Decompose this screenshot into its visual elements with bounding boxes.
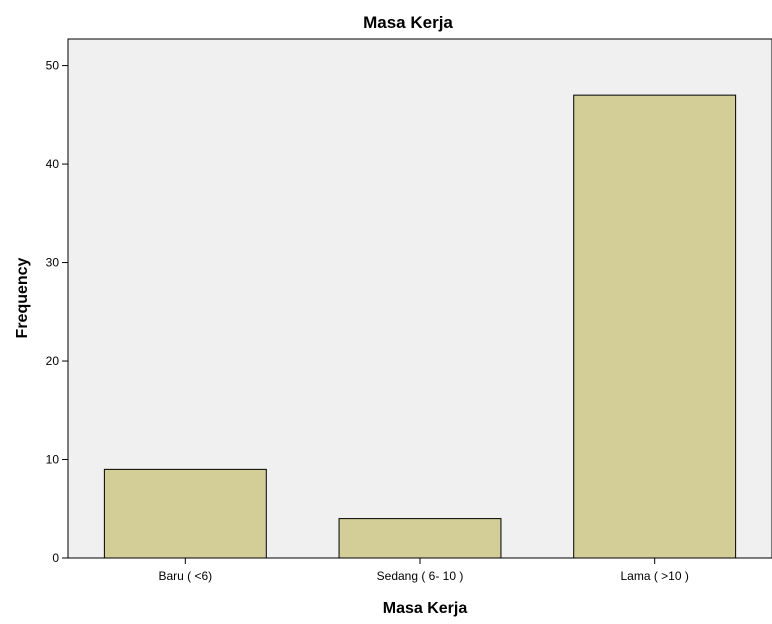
bar [103, 468, 267, 559]
bar [338, 518, 502, 559]
y-tick-label: 40 [46, 157, 60, 171]
chart-title: Masa Kerja [363, 13, 453, 32]
y-tick-label: 30 [46, 256, 60, 270]
x-tick-label: Lama ( >10 ) [620, 569, 688, 583]
x-tick-label: Baru ( <6) [158, 569, 212, 583]
x-axis-ticks: Baru ( <6) Sedang ( 6- 10 ) Lama ( >10 ) [158, 558, 689, 583]
y-tick-label: 20 [46, 354, 60, 368]
y-tick-label: 10 [46, 453, 60, 467]
y-axis-label: Frequency [14, 257, 31, 338]
bar [573, 94, 737, 559]
y-tick-label: 0 [52, 551, 59, 565]
x-axis-label: Masa Kerja [383, 600, 468, 617]
y-tick-label: 50 [46, 59, 60, 73]
y-axis-ticks: 0 10 20 30 40 50 [46, 59, 68, 565]
x-tick-label: Sedang ( 6- 10 ) [377, 569, 464, 583]
